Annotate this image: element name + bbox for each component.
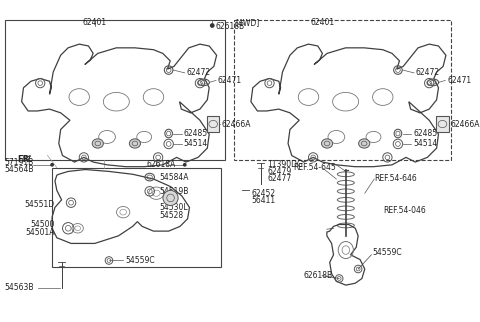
Text: REF.54-645: REF.54-645 [294,163,336,172]
Text: 54563B: 54563B [5,283,34,292]
Text: 62471: 62471 [218,76,242,85]
Text: 62401: 62401 [83,18,107,27]
Bar [436,116,449,132]
Text: 54551D: 54551D [25,200,55,209]
Circle shape [210,23,215,28]
Text: 62472: 62472 [416,68,440,77]
Text: 62452: 62452 [251,189,275,198]
Ellipse shape [359,139,370,148]
Text: 62618B: 62618B [215,22,244,31]
Text: 54530L: 54530L [159,203,188,212]
Text: 54500: 54500 [31,220,55,229]
Text: 62472: 62472 [187,68,211,77]
Text: 54559C: 54559C [372,248,402,257]
Text: 54501A: 54501A [25,228,55,237]
Ellipse shape [129,139,141,148]
Text: REF.54-646: REF.54-646 [374,174,417,183]
Text: 62401: 62401 [310,18,334,27]
Text: 62471: 62471 [447,76,471,85]
Text: 62485: 62485 [184,129,208,138]
Text: 62477: 62477 [267,174,291,183]
Bar [207,116,219,132]
Text: [4WD]: [4WD] [235,18,259,27]
Text: 62466A: 62466A [222,119,251,128]
Text: 54528: 54528 [159,211,183,220]
Bar [234,20,451,160]
Circle shape [50,163,54,167]
Text: 57191B: 57191B [5,158,34,167]
Text: 62618A: 62618A [147,160,176,169]
Text: 56411: 56411 [251,196,275,205]
Text: 11390DG: 11390DG [267,160,303,169]
Bar [5,20,226,160]
Text: 54584A: 54584A [159,173,189,182]
Ellipse shape [92,139,103,148]
Text: 54514: 54514 [184,139,208,148]
Ellipse shape [322,139,333,148]
Text: 62466A: 62466A [451,119,480,128]
Text: 62618B: 62618B [303,271,332,280]
Text: 62485: 62485 [413,129,437,138]
Text: 54519B: 54519B [159,187,189,196]
Text: 54559C: 54559C [125,256,155,265]
Bar [52,168,221,267]
Text: FR.: FR. [17,155,33,164]
Text: REF.54-046: REF.54-046 [384,205,426,214]
Text: 62479: 62479 [267,167,291,176]
Text: 54564B: 54564B [5,165,34,174]
Circle shape [163,190,178,205]
Text: 54514: 54514 [413,139,437,148]
Circle shape [183,163,187,167]
